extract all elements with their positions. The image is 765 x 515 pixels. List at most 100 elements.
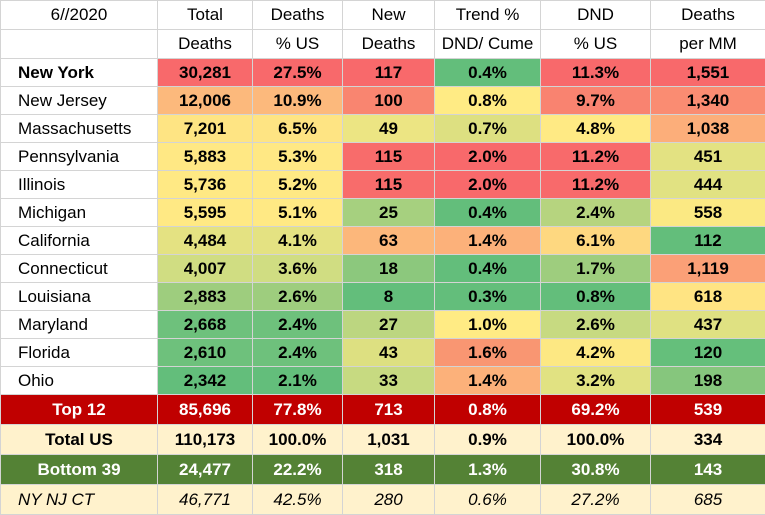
state-name: Michigan (1, 199, 158, 227)
summary-cell: 0.9% (435, 425, 541, 455)
data-cell: 2.4% (541, 199, 651, 227)
header-dnd-line1: DND (541, 1, 651, 30)
data-cell: 6.5% (253, 115, 343, 143)
header-row-1: 6//2020 Total Deaths New Trend % DND Dea… (1, 1, 765, 30)
summary-label: Bottom 39 (1, 455, 158, 485)
header-per-mm-line2: per MM (651, 30, 765, 59)
data-cell: 451 (651, 143, 765, 171)
header-total-deaths-line2: Deaths (158, 30, 253, 59)
data-cell: 198 (651, 367, 765, 395)
summary-cell: 24,477 (158, 455, 253, 485)
data-cell: 9.7% (541, 87, 651, 115)
summary-label: Total US (1, 425, 158, 455)
data-cell: 0.4% (435, 59, 541, 87)
data-cell: 2.4% (253, 311, 343, 339)
state-name: New Jersey (1, 87, 158, 115)
data-cell: 437 (651, 311, 765, 339)
data-cell: 1.6% (435, 339, 541, 367)
data-cell: 4,484 (158, 227, 253, 255)
summary-cell: 27.2% (541, 485, 651, 515)
summary-cell: 334 (651, 425, 765, 455)
header-per-mm-line1: Deaths (651, 1, 765, 30)
data-cell: 2,668 (158, 311, 253, 339)
state-name: Pennsylvania (1, 143, 158, 171)
summary-cell: 85,696 (158, 395, 253, 425)
summary-cell: 280 (343, 485, 435, 515)
data-cell: 4.8% (541, 115, 651, 143)
data-cell: 30,281 (158, 59, 253, 87)
summary-cell: 685 (651, 485, 765, 515)
state-name: Maryland (1, 311, 158, 339)
data-cell: 117 (343, 59, 435, 87)
data-cell: 3.6% (253, 255, 343, 283)
summary-cell: 318 (343, 455, 435, 485)
summary-label: NY NJ CT (1, 485, 158, 515)
data-cell: 4,007 (158, 255, 253, 283)
data-cell: 1,119 (651, 255, 765, 283)
data-cell: 63 (343, 227, 435, 255)
data-cell: 2.6% (253, 283, 343, 311)
header-date: 6//2020 (1, 1, 158, 30)
header-new-deaths-line2: Deaths (343, 30, 435, 59)
state-name: New York (1, 59, 158, 87)
data-cell: 7,201 (158, 115, 253, 143)
data-cell: 11.2% (541, 143, 651, 171)
header-trend-line1: Trend % (435, 1, 541, 30)
summary-cell: 1,031 (343, 425, 435, 455)
data-cell: 5,883 (158, 143, 253, 171)
data-cell: 5,736 (158, 171, 253, 199)
header-dnd-line2: % US (541, 30, 651, 59)
data-cell: 0.8% (541, 283, 651, 311)
data-cell: 2.0% (435, 143, 541, 171)
data-cell: 1.4% (435, 367, 541, 395)
data-cell: 3.2% (541, 367, 651, 395)
summary-cell: 77.8% (253, 395, 343, 425)
summary-cell: 0.8% (435, 395, 541, 425)
header-new-deaths-line1: New (343, 1, 435, 30)
data-cell: 5,595 (158, 199, 253, 227)
header-row-2: Deaths % US Deaths DND/ Cume % US per MM (1, 30, 765, 59)
data-cell: 0.4% (435, 255, 541, 283)
data-cell: 6.1% (541, 227, 651, 255)
summary-label: Top 12 (1, 395, 158, 425)
summary-cell: 46,771 (158, 485, 253, 515)
data-cell: 2.6% (541, 311, 651, 339)
state-name: Louisiana (1, 283, 158, 311)
data-cell: 115 (343, 143, 435, 171)
data-cell: 1,551 (651, 59, 765, 87)
data-cell: 444 (651, 171, 765, 199)
data-cell: 25 (343, 199, 435, 227)
data-cell: 0.8% (435, 87, 541, 115)
data-cell: 49 (343, 115, 435, 143)
data-cell: 1,038 (651, 115, 765, 143)
state-name: Florida (1, 339, 158, 367)
summary-cell: 42.5% (253, 485, 343, 515)
data-cell: 4.1% (253, 227, 343, 255)
data-cell: 27.5% (253, 59, 343, 87)
data-cell: 27 (343, 311, 435, 339)
state-name: Illinois (1, 171, 158, 199)
summary-cell: 143 (651, 455, 765, 485)
header-date-line2 (1, 30, 158, 59)
state-name: Connecticut (1, 255, 158, 283)
data-cell: 11.2% (541, 171, 651, 199)
data-cell: 100 (343, 87, 435, 115)
data-cell: 618 (651, 283, 765, 311)
data-cell: 2.4% (253, 339, 343, 367)
data-cell: 5.3% (253, 143, 343, 171)
summary-cell: 69.2% (541, 395, 651, 425)
data-cell: 5.2% (253, 171, 343, 199)
data-cell: 43 (343, 339, 435, 367)
data-cell: 12,006 (158, 87, 253, 115)
summary-cell: 539 (651, 395, 765, 425)
header-total-deaths-line1: Total (158, 1, 253, 30)
